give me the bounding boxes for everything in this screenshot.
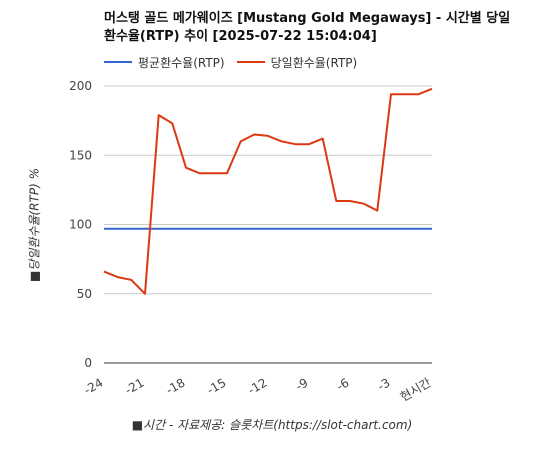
x-tick-label: -15 xyxy=(205,375,229,397)
x-tick-label: -3 xyxy=(375,375,392,393)
x-tick-label: 현시간 xyxy=(398,375,434,404)
y-tick-label: 0 xyxy=(84,356,92,370)
legend-label-daily: 당일환수율(RTP) xyxy=(270,55,358,70)
x-tick-label: -24 xyxy=(82,375,106,397)
legend-swatch-daily xyxy=(236,61,265,63)
y-tick-label: 150 xyxy=(69,148,92,162)
legend-swatch-average xyxy=(104,61,132,63)
x-tick-label: -21 xyxy=(123,375,147,397)
legend-label-average: 평균환수율(RTP) xyxy=(138,55,225,70)
x-tick-label: -6 xyxy=(334,375,351,393)
legend: 평균환수율(RTP) 당일환수율(RTP) xyxy=(104,53,369,71)
y-tick-label: 100 xyxy=(69,218,92,232)
x-tick-label: -12 xyxy=(246,375,270,397)
chart-title: 머스탱 골드 메가웨이즈 [Mustang Gold Megaways] - 시… xyxy=(104,11,511,44)
y-tick-label: 200 xyxy=(69,79,92,93)
series-line-daily xyxy=(103,87,433,295)
x-tick-label: -9 xyxy=(293,375,310,393)
y-tick-label: 50 xyxy=(77,287,92,301)
y-axis-label: ■당일환수율(RTP) % xyxy=(27,167,42,283)
legend-item-daily[interactable]: 당일환수율(RTP) xyxy=(236,54,358,71)
x-tick-label: -18 xyxy=(164,375,188,397)
x-axis-label: ■시간 - 자료제공: 슬롯차트(https://slot-chart.com) xyxy=(131,418,413,432)
legend-item-average[interactable]: 평균환수율(RTP) xyxy=(104,54,225,71)
